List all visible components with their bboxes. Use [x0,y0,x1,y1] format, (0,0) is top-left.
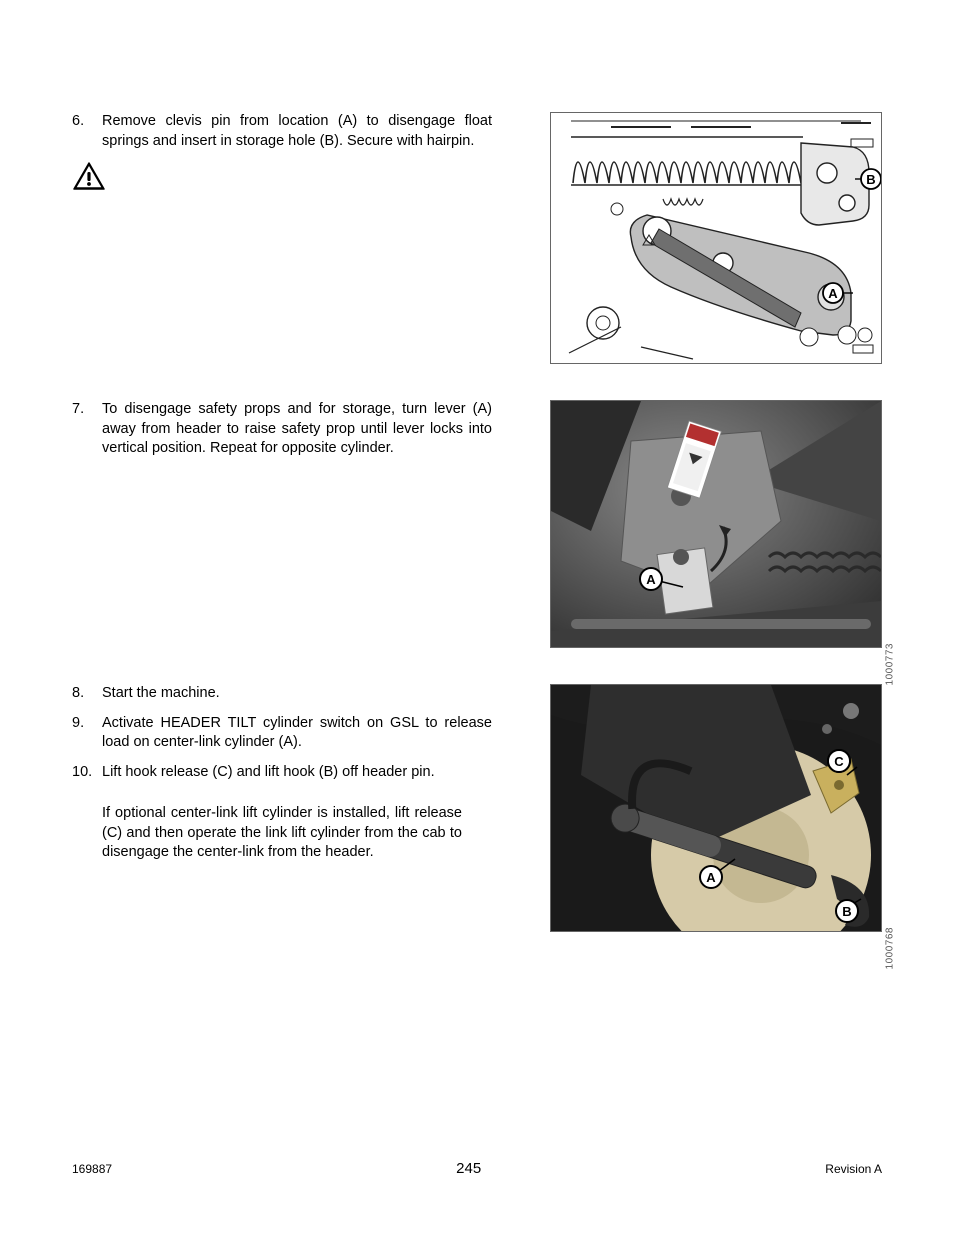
figure-1: B [550,112,882,364]
step-10: 10. Lift hook release (C) and lift hook … [72,763,492,783]
figure-3-callout-B: B [842,904,851,919]
step-6-text: Remove clevis pin from location (A) to d… [102,112,492,151]
step-7-text: To disengage safety props and for storag… [102,400,492,459]
text-column-3: 8. Start the machine. 9. Activate HEADER… [72,684,492,863]
optional-note: If optional center-link lift cylinder is… [102,804,462,863]
step-6: 6. Remove clevis pin from location (A) t… [72,112,492,151]
figure-2: A 1000773 [550,400,882,648]
figure-2-id: 1000773 [884,643,895,685]
warning-icon [72,161,492,196]
footer-right: Revision A [825,1162,882,1176]
step-9-number: 9. [72,714,102,753]
figure-3: C A B 1000768 [550,684,882,932]
figure-1-callout-B: B [866,172,875,187]
step-8-number: 8. [72,684,102,704]
step-6-number: 6. [72,112,102,151]
step-7: 7. To disengage safety props and for sto… [72,400,492,459]
footer-page-number: 245 [456,1160,481,1177]
step-10-number: 10. [72,763,102,783]
page-footer: 169887 245 Revision A [72,1160,882,1177]
text-column-2: 7. To disengage safety props and for sto… [72,400,492,469]
step-9: 9. Activate HEADER TILT cylinder switch … [72,714,492,753]
figure-3-callout-C: C [834,754,844,769]
manual-page: 6. Remove clevis pin from location (A) t… [0,0,954,1235]
figure-1-callout-A: A [828,286,838,301]
row-step7: 7. To disengage safety props and for sto… [72,400,882,648]
footer-left: 169887 [72,1162,112,1176]
step-7-number: 7. [72,400,102,459]
step-8-text: Start the machine. [102,684,492,704]
step-8: 8. Start the machine. [72,684,492,704]
figure-3-id: 1000768 [884,927,895,969]
row-step6: 6. Remove clevis pin from location (A) t… [72,112,882,364]
row-steps8-10: 8. Start the machine. 9. Activate HEADER… [72,684,882,932]
figure-3-callout-A: A [706,870,716,885]
step-9-text: Activate HEADER TILT cylinder switch on … [102,714,492,753]
text-column-1: 6. Remove clevis pin from location (A) t… [72,112,492,196]
figure-2-callout-A: A [646,572,656,587]
step-10-text: Lift hook release (C) and lift hook (B) … [102,763,492,783]
